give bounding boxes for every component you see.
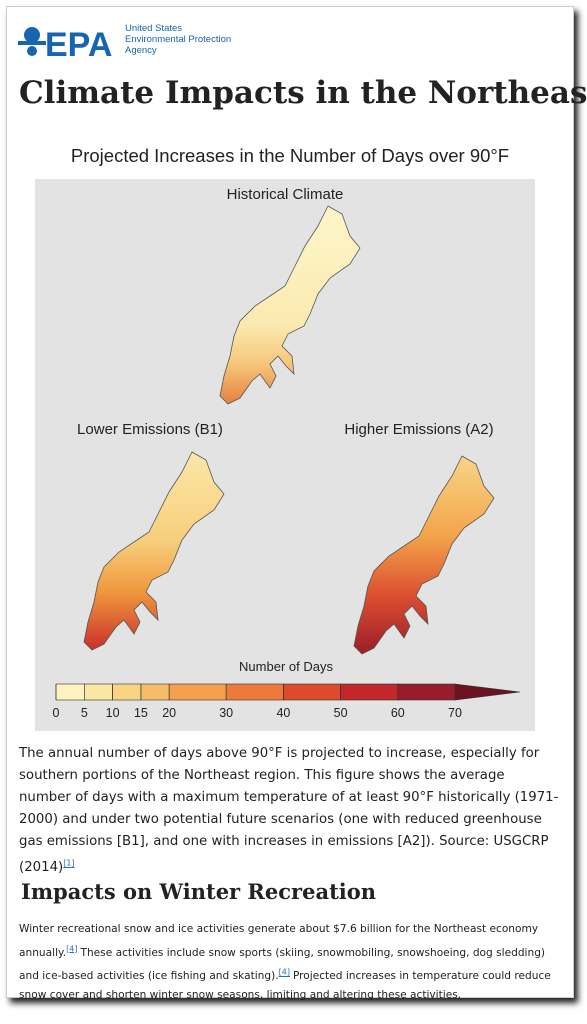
paragraph-text: These activities include snow sports (sk… — [19, 946, 546, 983]
colorbar-tick-label: 15 — [134, 706, 148, 720]
colorbar-tick-label: 5 — [81, 706, 88, 720]
colorbar-segment — [112, 683, 142, 701]
figure-canvas: EPA United States Environmental Protecti… — [18, 23, 535, 731]
logo-text: EPA — [45, 26, 112, 64]
colorbar-segment — [140, 683, 170, 701]
agency-line: United States — [125, 23, 182, 34]
section-paragraph: Winter recreational snow and ice activit… — [19, 920, 564, 1005]
colorbar-segment — [397, 683, 456, 701]
panel-title: Historical Climate — [227, 186, 344, 203]
colorbar-tick-label: 0 — [53, 706, 60, 720]
colorbar-segment — [84, 683, 113, 701]
panel-title: Higher Emissions (A2) — [344, 421, 493, 438]
panel-title: Lower Emissions (B1) — [77, 421, 223, 438]
colorbar-tick-label: 50 — [334, 706, 348, 720]
colorbar-segment — [55, 683, 85, 701]
paragraph-text: Winter recreational snow and ice activit… — [19, 923, 539, 959]
colorbar-tick-label: 30 — [219, 706, 233, 720]
agency-line: Environmental Protection — [125, 34, 231, 45]
colorbar: 0 5 10 15 20 30 40 50 60 70 — [53, 683, 521, 720]
colorbar-segment — [225, 683, 284, 701]
colorbar-tick-label: 60 — [391, 706, 405, 720]
figure-title: Projected Increases in the Number of Day… — [71, 145, 509, 166]
paragraph-text: Projected increases in temperature could… — [19, 970, 551, 1002]
section-heading: Impacts on Winter Recreation — [21, 879, 377, 904]
colorbar-label: Number of Days — [239, 659, 333, 674]
page-title: Climate Impacts in the Northeast — [19, 75, 587, 111]
colorbar-segment — [283, 683, 341, 701]
colorbar-segment — [340, 683, 399, 701]
colorbar-tick-label: 10 — [106, 706, 120, 720]
figure-caption: The annual number of days above 90°F is … — [19, 743, 559, 879]
reference-link[interactable]: [1] — [63, 859, 75, 868]
paragraph-text: The annual number of days above 90°F is … — [19, 746, 559, 876]
colorbar-tick-label: 20 — [162, 706, 176, 720]
figure-panel — [35, 179, 535, 731]
page: EPA United States Environmental Protecti… — [6, 6, 587, 1001]
colorbar-arrow — [454, 683, 521, 701]
reference-link[interactable]: [4] — [66, 944, 78, 953]
colorbar-tick-label: 40 — [276, 706, 290, 720]
colorbar-tick-label: 70 — [448, 706, 462, 720]
agency-line: Agency — [125, 45, 157, 56]
reference-link[interactable]: [4] — [278, 967, 290, 977]
epa-logo[interactable]: EPA United States Environmental Protecti… — [18, 23, 231, 64]
colorbar-segment — [168, 683, 227, 701]
